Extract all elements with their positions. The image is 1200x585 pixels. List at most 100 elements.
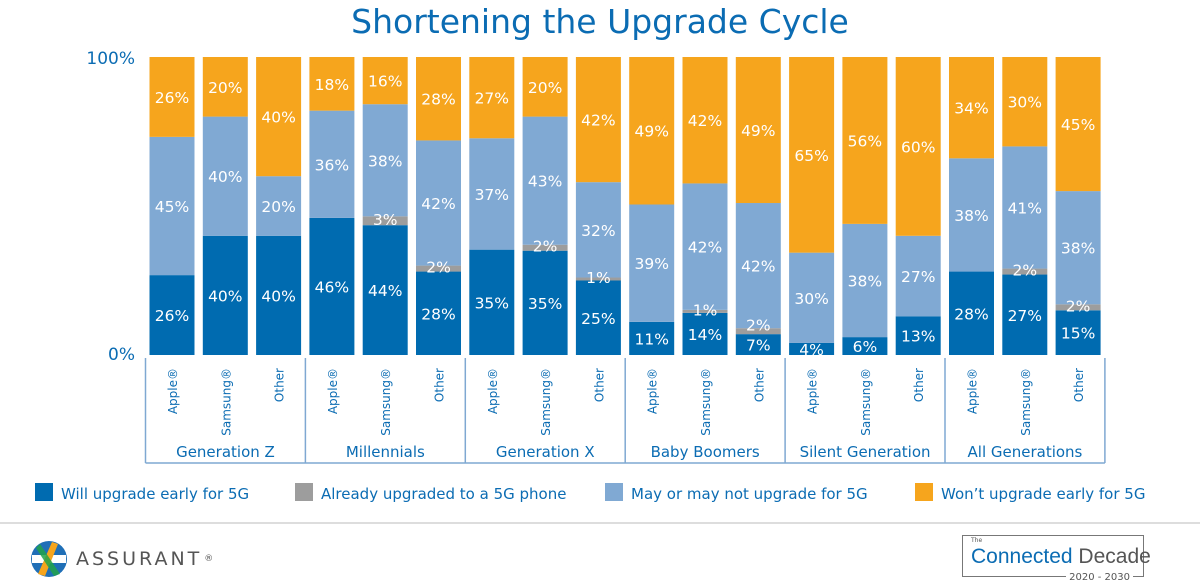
data-label: 28% xyxy=(954,305,988,323)
bar-segment xyxy=(682,57,728,184)
badge-decade: Decade xyxy=(1078,545,1151,568)
data-label: 42% xyxy=(741,258,775,276)
category-label: Samsung® xyxy=(1019,368,1033,436)
data-label: 30% xyxy=(794,290,828,308)
data-label: 4% xyxy=(799,341,824,359)
bar-segment xyxy=(309,57,355,111)
bar-segment xyxy=(1002,57,1048,147)
group-label: Generation X xyxy=(496,443,595,461)
bar-segment xyxy=(416,57,461,141)
data-label: 35% xyxy=(528,295,562,313)
bar-segment xyxy=(149,57,195,137)
bar-segment xyxy=(682,183,728,310)
category-label: Samsung® xyxy=(219,368,233,436)
bar-segment xyxy=(522,57,568,117)
bar-segment xyxy=(362,225,408,355)
stacked-bar-chart: 100% 0% Generation Z 26% 45% 26% Apple® 40% 40% 2… xyxy=(35,49,1145,503)
data-label: 13% xyxy=(901,328,935,346)
category-label: Other xyxy=(433,368,447,402)
bar-segment xyxy=(522,250,568,355)
bar-segment xyxy=(842,57,888,224)
legend-label: Will upgrade early for 5G xyxy=(61,485,249,503)
data-label: 27% xyxy=(901,268,935,286)
connected-decade-badge: The Connected Decade 2020 - 2030 xyxy=(962,535,1151,583)
data-label: 1% xyxy=(586,269,611,287)
bar-segment xyxy=(202,235,248,355)
badge-connected: Connected xyxy=(971,545,1073,568)
bar-segment xyxy=(309,110,355,218)
bar-segment xyxy=(149,275,195,355)
category-label: Apple® xyxy=(966,368,980,414)
footer-divider xyxy=(0,522,1200,524)
bar-segment xyxy=(789,342,835,355)
category-label: Other xyxy=(592,368,606,402)
legend-swatch xyxy=(35,483,53,501)
data-label: 20% xyxy=(528,79,562,97)
category-label: Apple® xyxy=(486,368,500,414)
data-label: 1% xyxy=(693,301,718,319)
data-label: 38% xyxy=(848,273,882,291)
data-label: 60% xyxy=(901,138,935,156)
y-tick-100: 100% xyxy=(86,49,135,69)
data-label: 65% xyxy=(794,147,828,165)
data-label: 15% xyxy=(1061,325,1095,343)
data-label: 2% xyxy=(1013,262,1038,280)
bar-segment xyxy=(949,57,994,159)
data-label: 14% xyxy=(688,326,722,344)
bar-segment xyxy=(575,182,621,278)
legend-label: May or may not upgrade for 5G xyxy=(631,485,868,503)
data-label: 35% xyxy=(475,294,509,312)
bar-segment xyxy=(575,57,621,183)
bar-segment xyxy=(469,249,515,355)
bar-segment xyxy=(1002,268,1048,275)
bar-segment xyxy=(309,217,355,355)
bar-segment xyxy=(362,104,408,217)
group-label: Silent Generation xyxy=(800,443,931,461)
badge-small-text: The xyxy=(971,537,983,544)
bar-segment xyxy=(682,309,728,313)
data-label: 56% xyxy=(848,132,882,150)
y-tick-0: 0% xyxy=(108,345,135,365)
category-label: Other xyxy=(912,368,926,402)
data-label: 20% xyxy=(261,198,295,216)
bar-segment xyxy=(416,140,461,266)
bar-segment xyxy=(575,280,621,355)
assurant-logo-text: ASSURANT xyxy=(76,548,203,570)
category-label: Apple® xyxy=(806,368,820,414)
data-label: 40% xyxy=(261,287,295,305)
category-label: Apple® xyxy=(166,368,180,414)
data-label: 36% xyxy=(315,156,349,174)
data-label: 40% xyxy=(208,168,242,186)
bar-segment xyxy=(895,57,941,236)
data-label: 39% xyxy=(634,255,668,273)
data-label: 16% xyxy=(368,73,402,91)
data-label: 2% xyxy=(746,317,771,335)
legend-swatch xyxy=(605,483,623,501)
data-label: 27% xyxy=(1008,307,1042,325)
data-label: 30% xyxy=(1008,94,1042,112)
bar-segment xyxy=(895,235,941,317)
category-label: Other xyxy=(1072,368,1086,402)
registered-mark: ® xyxy=(204,554,214,564)
data-label: 49% xyxy=(634,123,668,141)
bar-segment xyxy=(1055,57,1101,192)
data-label: 42% xyxy=(421,195,455,213)
bar-segment xyxy=(842,223,888,338)
bar-segment xyxy=(575,277,621,281)
data-label: 2% xyxy=(533,238,558,256)
badge-years: 2020 - 2030 xyxy=(1066,572,1133,583)
bar-segment xyxy=(735,328,781,335)
data-label: 25% xyxy=(581,310,615,328)
data-label: 32% xyxy=(581,222,615,240)
category-label: Apple® xyxy=(646,368,660,414)
data-label: 3% xyxy=(373,211,398,229)
bar-segment xyxy=(949,271,994,355)
bar-segment xyxy=(735,203,781,329)
data-label: 45% xyxy=(155,198,189,216)
data-label: 26% xyxy=(155,89,189,107)
data-label: 37% xyxy=(475,186,509,204)
data-label: 2% xyxy=(426,259,451,277)
bar-segment xyxy=(1055,310,1101,355)
data-label: 38% xyxy=(1061,240,1095,258)
bar-segment xyxy=(1055,191,1101,305)
